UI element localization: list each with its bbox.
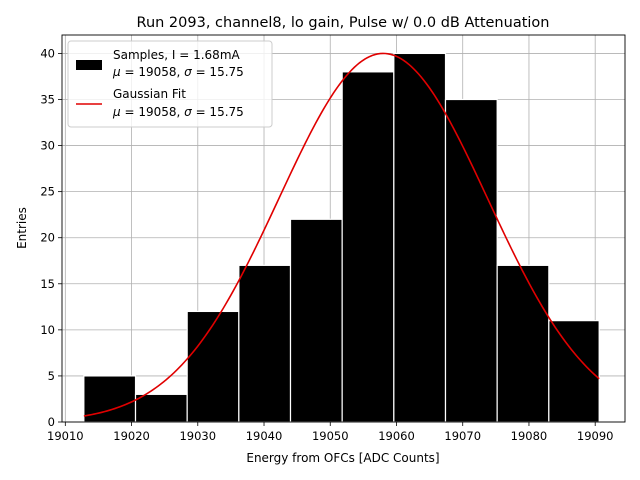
y-axis-ticks: 0 5 10 15 20 25 30 35 40 — [40, 46, 62, 429]
legend-stats-fit: μ = 19058, σ = 15.75 — [112, 105, 244, 119]
y-tick-label: 10 — [40, 323, 55, 337]
x-tick-label: 19080 — [511, 429, 548, 443]
y-tick-label: 15 — [40, 277, 55, 291]
y-tick-label: 40 — [40, 46, 55, 60]
y-axis-label: Entries — [15, 207, 29, 249]
histogram-bar — [134, 393, 188, 423]
legend-stats-samples: μ = 19058, σ = 15.75 — [112, 65, 244, 79]
histogram-bar — [238, 264, 292, 423]
legend-mu-value: = 19058, — [121, 65, 185, 79]
histogram-bar — [496, 264, 550, 423]
x-tick-label: 19010 — [47, 429, 84, 443]
legend-swatch-samples — [76, 60, 102, 70]
y-tick-label: 35 — [40, 93, 55, 107]
histogram-bar — [444, 98, 498, 423]
x-tick-label: 19020 — [113, 429, 150, 443]
x-tick-label: 19070 — [444, 429, 481, 443]
histogram-bars — [83, 52, 600, 423]
legend-sigma-symbol: σ — [184, 105, 192, 119]
legend-sigma-value: = 15.75 — [192, 65, 244, 79]
y-tick-label: 20 — [40, 231, 55, 245]
plot-frame — [61, 34, 626, 423]
x-tick-label: 19060 — [378, 429, 415, 443]
x-axis-label: Energy from OFCs [ADC Counts] — [246, 451, 439, 465]
legend-label-fit: Gaussian Fit — [113, 87, 186, 101]
legend-sigma-value: = 15.75 — [192, 105, 244, 119]
y-tick-label: 30 — [40, 139, 55, 153]
legend-mu-symbol: μ — [112, 65, 121, 79]
x-axis-ticks: 19010 19020 19030 19040 19050 19060 19070 19080… — [47, 422, 613, 443]
legend-mu-value: = 19058, — [121, 105, 185, 119]
histogram-bar — [186, 310, 240, 423]
y-tick-label: 0 — [48, 415, 55, 429]
legend-mu-symbol: μ — [112, 105, 121, 119]
histogram-bar — [393, 52, 447, 423]
x-tick-label: 19040 — [246, 429, 283, 443]
y-tick-label: 5 — [48, 369, 55, 383]
x-tick-label: 19050 — [312, 429, 349, 443]
legend-label-samples: Samples, I = 1.68mA — [113, 48, 241, 62]
y-tick-label: 25 — [40, 185, 55, 199]
histogram-bar — [289, 218, 343, 423]
fit-curve-group — [83, 52, 600, 417]
gaussian-fit-curve — [83, 52, 600, 417]
chart-title: Run 2093, channel8, lo gain, Pulse w/ 0.… — [137, 15, 550, 31]
x-tick-label: 19090 — [577, 429, 614, 443]
legend: Samples, I = 1.68mA μ = 19058, σ = 15.75… — [67, 40, 273, 128]
legend-box — [67, 40, 273, 128]
x-tick-label: 19030 — [179, 429, 216, 443]
legend-sigma-symbol: σ — [184, 65, 192, 79]
histogram-bar — [341, 71, 395, 423]
